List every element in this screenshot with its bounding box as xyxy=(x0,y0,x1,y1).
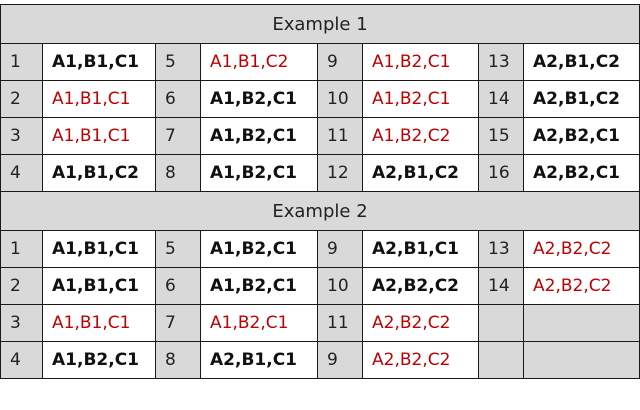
empty-value-cell xyxy=(522,341,640,379)
combination-cell: A1,B2,C2 xyxy=(362,117,479,155)
combination-cell: A2,B2,C2 xyxy=(362,304,479,342)
combination-cell: A1,B2,C1 xyxy=(200,80,318,118)
combination-cell: A2,B1,C2 xyxy=(522,80,640,118)
combination-cell: A2,B2,C2 xyxy=(362,341,479,379)
combination-cell: A2,B2,C1 xyxy=(522,117,640,155)
combination-cell: A1,B2,C1 xyxy=(200,304,318,342)
empty-value-cell xyxy=(522,304,640,342)
table-row: 1 A1,B1,C1 5 A1,B1,C2 9 A1,B2,C1 13 A2,B1,C2 xyxy=(0,43,640,81)
index-cell: 13 xyxy=(478,43,524,81)
combination-cell: A1,B2,C1 xyxy=(362,80,479,118)
index-cell: 10 xyxy=(317,267,363,305)
examples-table: Example 1 1 A1,B1,C1 5 A1,B1,C2 9 A1,B2,C1 13 A2… xyxy=(0,4,640,379)
combination-cell: A2,B1,C1 xyxy=(200,341,318,379)
combination-cell: A1,B2,C1 xyxy=(200,117,318,155)
combination-cell: A2,B2,C2 xyxy=(522,267,640,305)
index-cell: 1 xyxy=(0,43,43,81)
table-row: 4 A1,B2,C1 8 A2,B1,C1 9 A2,B2,C2 xyxy=(0,341,640,379)
combination-cell: A2,B2,C2 xyxy=(362,267,479,305)
combination-cell: A2,B1,C2 xyxy=(522,43,640,81)
index-cell: 5 xyxy=(155,230,201,268)
example-header-row: Example 2 xyxy=(0,191,640,231)
index-cell: 13 xyxy=(478,230,524,268)
example-title: Example 2 xyxy=(0,191,640,231)
index-cell: 10 xyxy=(317,80,363,118)
table-row: 2 A1,B1,C1 6 A1,B2,C1 10 A2,B2,C2 14 A2,B2,C2 xyxy=(0,267,640,305)
table-row: 3 A1,B1,C1 7 A1,B2,C1 11 A2,B2,C2 xyxy=(0,304,640,342)
example-header-row: Example 1 xyxy=(0,4,640,44)
table-row: 1 A1,B1,C1 5 A1,B2,C1 9 A2,B1,C1 13 A2,B2,C2 xyxy=(0,230,640,268)
index-cell: 8 xyxy=(155,154,201,192)
index-cell: 8 xyxy=(155,341,201,379)
index-cell: 7 xyxy=(155,117,201,155)
combination-cell: A2,B2,C2 xyxy=(522,230,640,268)
combination-cell: A1,B1,C1 xyxy=(42,117,156,155)
index-cell: 2 xyxy=(0,267,43,305)
index-cell: 3 xyxy=(0,117,43,155)
table-row: 3 A1,B1,C1 7 A1,B2,C1 11 A1,B2,C2 15 A2,B2,C1 xyxy=(0,117,640,155)
combination-cell: A1,B2,C1 xyxy=(42,341,156,379)
combination-cell: A1,B1,C1 xyxy=(42,230,156,268)
index-cell: 11 xyxy=(317,304,363,342)
index-cell: 4 xyxy=(0,341,43,379)
index-cell: 9 xyxy=(317,341,363,379)
index-cell: 2 xyxy=(0,80,43,118)
index-cell: 11 xyxy=(317,117,363,155)
index-cell: 12 xyxy=(317,154,363,192)
index-cell: 9 xyxy=(317,43,363,81)
combination-cell: A1,B1,C1 xyxy=(42,304,156,342)
combination-cell: A1,B1,C2 xyxy=(42,154,156,192)
combination-cell: A1,B2,C1 xyxy=(362,43,479,81)
index-cell: 15 xyxy=(478,117,524,155)
table-row: 4 A1,B1,C2 8 A1,B2,C1 12 A2,B1,C2 16 A2,B2,C1 xyxy=(0,154,640,192)
example-title: Example 1 xyxy=(0,4,640,44)
combination-cell: A1,B1,C2 xyxy=(200,43,318,81)
index-cell: 3 xyxy=(0,304,43,342)
combination-cell: A2,B1,C1 xyxy=(362,230,479,268)
index-cell: 16 xyxy=(478,154,524,192)
combination-cell: A1,B2,C1 xyxy=(200,154,318,192)
combination-cell: A1,B1,C1 xyxy=(42,80,156,118)
empty-number-cell xyxy=(478,304,524,342)
index-cell: 6 xyxy=(155,80,201,118)
index-cell: 9 xyxy=(317,230,363,268)
index-cell: 14 xyxy=(478,267,524,305)
combination-cell: A1,B2,C1 xyxy=(200,267,318,305)
index-cell: 6 xyxy=(155,267,201,305)
combination-cell: A1,B1,C1 xyxy=(42,43,156,81)
index-cell: 5 xyxy=(155,43,201,81)
combination-cell: A1,B2,C1 xyxy=(200,230,318,268)
combination-cell: A2,B2,C1 xyxy=(522,154,640,192)
index-cell: 7 xyxy=(155,304,201,342)
combination-cell: A2,B1,C2 xyxy=(362,154,479,192)
index-cell: 14 xyxy=(478,80,524,118)
table-row: 2 A1,B1,C1 6 A1,B2,C1 10 A1,B2,C1 14 A2,B1,C2 xyxy=(0,80,640,118)
empty-number-cell xyxy=(478,341,524,379)
combination-cell: A1,B1,C1 xyxy=(42,267,156,305)
index-cell: 1 xyxy=(0,230,43,268)
index-cell: 4 xyxy=(0,154,43,192)
